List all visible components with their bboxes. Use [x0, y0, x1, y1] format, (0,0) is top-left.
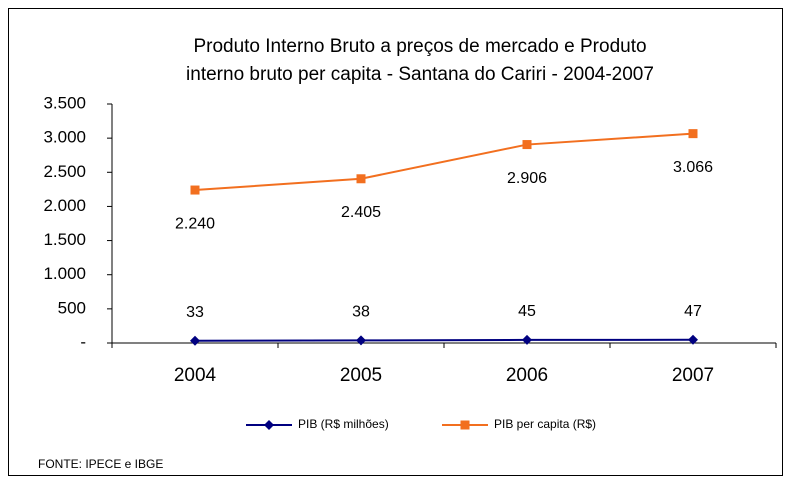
- chart-title: interno bruto per capita - Santana do Ca…: [186, 64, 654, 85]
- data-point: [190, 185, 200, 195]
- x-tick-label: 2007: [672, 365, 714, 386]
- y-tick-label: 3.500: [43, 93, 86, 112]
- y-tick-label: -: [80, 332, 86, 351]
- chart-frame: [8, 8, 783, 476]
- series-line: [194, 338, 694, 342]
- data-point: [688, 334, 698, 345]
- data-point: [190, 335, 200, 346]
- y-tick-label: 500: [58, 298, 86, 317]
- legend-label: PIB per capita (R$): [494, 417, 596, 431]
- data-label: 2.240: [175, 215, 215, 232]
- data-label: 2.906: [507, 170, 547, 187]
- data-label: 33: [186, 304, 204, 321]
- legend-label: PIB (R$ milhões): [298, 417, 389, 431]
- data-point: [522, 140, 532, 150]
- y-tick-label: 1.000: [43, 264, 86, 283]
- data-point: [356, 335, 366, 346]
- x-tick-label: 2004: [174, 365, 217, 386]
- legend-marker: [264, 420, 274, 430]
- y-tick-label: 3.000: [43, 128, 86, 147]
- data-point: [356, 174, 366, 184]
- y-tick-label: 1.500: [43, 230, 86, 249]
- data-point: [688, 129, 698, 139]
- data-label: 47: [684, 303, 702, 320]
- y-tick-label: 2.000: [43, 196, 86, 215]
- legend-marker: [460, 420, 470, 430]
- series-line: [194, 132, 694, 192]
- x-tick-label: 2005: [340, 365, 382, 386]
- data-label: 2.405: [341, 204, 381, 221]
- source-note: FONTE: IPECE e IBGE: [38, 457, 163, 471]
- data-point: [522, 334, 532, 345]
- x-tick-label: 2006: [506, 365, 548, 386]
- data-label: 45: [518, 303, 536, 320]
- data-label: 3.066: [673, 159, 713, 176]
- data-label: 38: [352, 304, 370, 321]
- y-tick-label: 2.500: [43, 162, 86, 181]
- chart-title: Produto Interno Bruto a preços de mercad…: [193, 36, 646, 57]
